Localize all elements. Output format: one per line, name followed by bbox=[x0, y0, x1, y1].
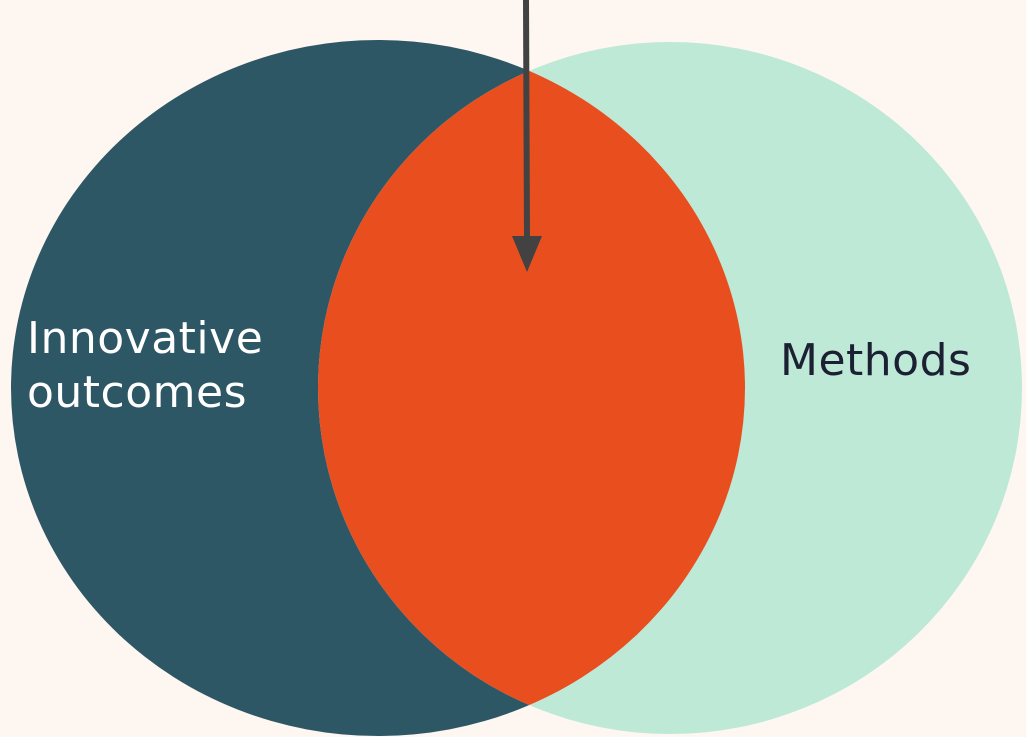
innovative-outcomes-label: Innovative outcomes bbox=[27, 312, 263, 420]
arrow-head bbox=[512, 236, 542, 272]
arrow-shaft bbox=[523, 0, 530, 241]
label-left-line2: outcomes bbox=[27, 367, 248, 418]
intersection-region bbox=[318, 42, 745, 734]
methods-label: Methods bbox=[780, 335, 972, 386]
label-left-line1: Innovative bbox=[27, 313, 264, 364]
